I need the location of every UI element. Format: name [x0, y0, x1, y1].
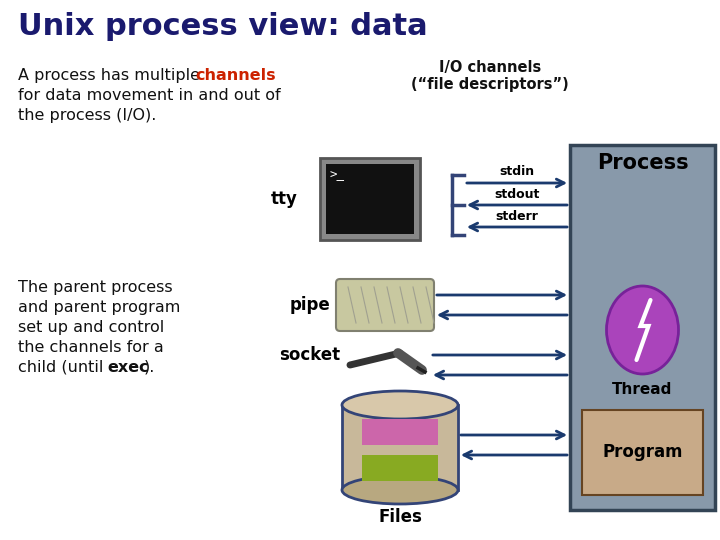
Text: I/O channels
(“file descriptors”): I/O channels (“file descriptors”)	[411, 60, 569, 92]
Text: Thread: Thread	[612, 382, 672, 397]
Ellipse shape	[342, 391, 458, 419]
Text: Program: Program	[602, 443, 683, 461]
FancyBboxPatch shape	[326, 164, 414, 234]
Text: stdin: stdin	[500, 165, 534, 178]
Text: and parent program: and parent program	[18, 300, 181, 315]
FancyBboxPatch shape	[362, 455, 438, 481]
Text: Files: Files	[378, 508, 422, 526]
Text: stdout: stdout	[495, 188, 540, 201]
FancyBboxPatch shape	[342, 405, 458, 490]
Ellipse shape	[342, 476, 458, 504]
FancyBboxPatch shape	[336, 279, 434, 331]
Text: The parent process: The parent process	[18, 280, 173, 295]
Text: Unix process view: data: Unix process view: data	[18, 12, 428, 41]
Text: >_: >_	[330, 168, 345, 181]
Text: set up and control: set up and control	[18, 320, 164, 335]
Text: Process: Process	[597, 153, 688, 173]
Text: exec: exec	[107, 360, 148, 375]
FancyBboxPatch shape	[582, 410, 703, 495]
Text: for data movement in and out of: for data movement in and out of	[18, 88, 281, 103]
Text: channels: channels	[195, 68, 276, 83]
Text: tty: tty	[271, 190, 298, 208]
Text: stderr: stderr	[495, 210, 539, 223]
FancyBboxPatch shape	[320, 158, 420, 240]
Text: ).: ).	[144, 360, 156, 375]
Text: socket: socket	[279, 346, 340, 364]
Text: pipe: pipe	[289, 296, 330, 314]
Text: child (until: child (until	[18, 360, 109, 375]
FancyBboxPatch shape	[362, 419, 438, 445]
Text: A process has multiple: A process has multiple	[18, 68, 205, 83]
Ellipse shape	[606, 286, 678, 374]
Text: the process (I/O).: the process (I/O).	[18, 108, 156, 123]
Text: the channels for a: the channels for a	[18, 340, 163, 355]
FancyBboxPatch shape	[570, 145, 715, 510]
